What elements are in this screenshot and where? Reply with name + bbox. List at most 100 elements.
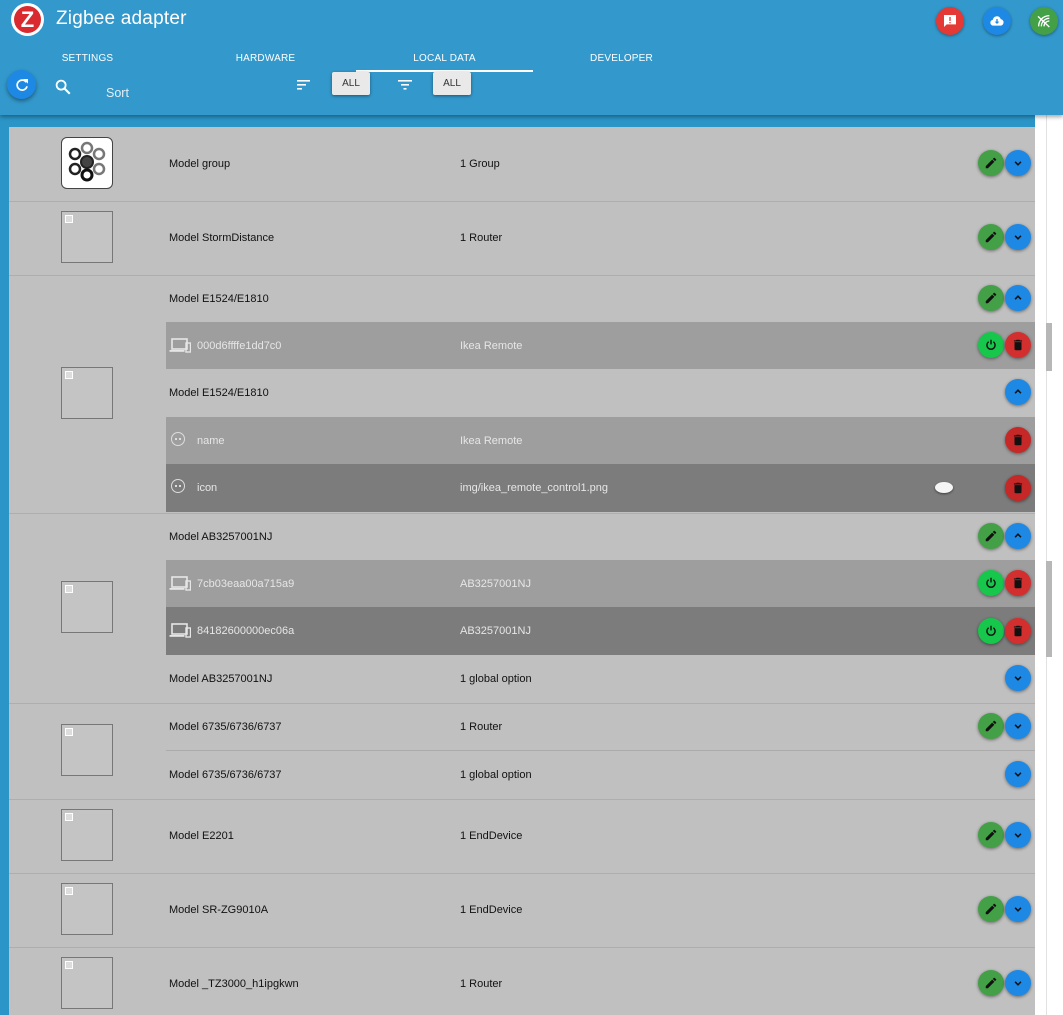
power-button[interactable]	[978, 618, 1004, 644]
devices-icon	[169, 623, 191, 638]
broken-image-icon	[61, 883, 113, 935]
delete-button[interactable]	[1005, 427, 1031, 453]
scrollbar-track[interactable]	[1035, 115, 1063, 1015]
device-row[interactable]: 7cb03eaa00a715a9 AB3257001NJ	[166, 560, 1035, 607]
pencil-icon	[985, 720, 997, 732]
expand-button[interactable]	[1005, 713, 1031, 739]
group-icon	[61, 137, 113, 189]
model-info: 1 Group	[460, 157, 500, 170]
expand-button[interactable]	[1005, 970, 1031, 996]
broken-image-icon	[61, 957, 113, 1009]
edit-button[interactable]	[978, 523, 1004, 549]
filter-list-icon[interactable]	[397, 78, 413, 92]
power-button[interactable]	[978, 570, 1004, 596]
model-info: 1 Router	[460, 977, 503, 990]
chevron-down-icon	[1014, 676, 1022, 681]
model-info: 1 Router	[460, 720, 503, 733]
tab-settings[interactable]: Settings	[61, 52, 114, 64]
pencil-icon	[985, 231, 997, 243]
collapse-button[interactable]	[1005, 285, 1031, 311]
content-area: Model group 1 Group Model StormDistance …	[0, 115, 1063, 1015]
edit-button[interactable]	[978, 713, 1004, 739]
model-name: Model group	[169, 157, 231, 170]
device-info: Ikea Remote	[460, 339, 523, 352]
broken-image-icon	[61, 724, 113, 776]
edit-button[interactable]	[978, 285, 1004, 311]
chevron-down-icon	[1014, 981, 1022, 986]
device-row[interactable]: 000d6ffffe1dd7c0 Ikea Remote	[166, 322, 1035, 369]
device-id: 84182600000ec06a	[197, 625, 295, 637]
delete-button[interactable]	[1005, 475, 1031, 501]
device-info: AB3257001NJ	[460, 625, 531, 637]
option-row[interactable]: icon img/ikea_remote_control1.png	[166, 464, 1035, 512]
pencil-icon	[985, 903, 997, 915]
model-group-row: Model AB3257001NJ 7cb03eaa00a715a9 AB325…	[9, 513, 1035, 704]
model-list: Model group 1 Group Model StormDistance …	[9, 127, 1035, 1015]
option-row[interactable]: name Ikea Remote	[166, 417, 1035, 464]
cloud-download-icon	[990, 16, 1004, 26]
power-icon	[986, 577, 996, 588]
tab-local-data[interactable]: Local Data	[356, 46, 533, 72]
chevron-up-icon	[1014, 533, 1022, 538]
collapse-button[interactable]	[1005, 523, 1031, 549]
signal-strength-icon	[1037, 15, 1050, 28]
filter-chip-all-2[interactable]: ALL	[433, 72, 471, 95]
pencil-icon	[985, 829, 997, 841]
device-row[interactable]: 84182600000ec06a AB3257001NJ	[166, 607, 1035, 655]
model-name: Model StormDistance	[169, 231, 275, 244]
scrollbar-thumb[interactable]	[1046, 561, 1052, 657]
issue-report-button[interactable]	[936, 7, 964, 35]
model-group-row: Model SR-ZG9010A 1 EndDevice	[9, 873, 1035, 948]
chevron-down-icon	[1014, 161, 1022, 166]
filter-chip-all[interactable]: ALL	[332, 72, 370, 95]
tab-developer[interactable]: Developer	[590, 52, 653, 64]
pencil-icon	[985, 530, 997, 542]
option-icon	[171, 479, 185, 493]
edit-button[interactable]	[978, 150, 1004, 176]
model-info: 1 global option	[460, 768, 532, 781]
expand-button[interactable]	[1005, 822, 1031, 848]
edit-button[interactable]	[978, 822, 1004, 848]
option-value: img/ikea_remote_control1.png	[460, 482, 608, 494]
tab-hardware[interactable]: Hardware	[235, 52, 296, 64]
model-name: Model E2201	[169, 829, 234, 842]
devices-icon	[169, 576, 191, 591]
option-value: Ikea Remote	[460, 434, 523, 447]
sort-input[interactable]: Sort	[106, 86, 129, 100]
cloud-download-button[interactable]	[983, 7, 1011, 35]
model-group-row: Model 6735/6736/6737 1 Router Model 6735…	[9, 703, 1035, 800]
chevron-down-icon	[1014, 833, 1022, 838]
refresh-button[interactable]	[7, 70, 36, 99]
device-id: 7cb03eaa00a715a9	[197, 577, 295, 590]
delete-button[interactable]	[1005, 570, 1031, 596]
model-info: 1 global option	[460, 672, 532, 685]
option-key: icon	[197, 482, 218, 494]
expand-button[interactable]	[1005, 665, 1031, 691]
trash-icon	[1013, 339, 1023, 351]
edit-button[interactable]	[978, 896, 1004, 922]
expand-button[interactable]	[1005, 224, 1031, 250]
chevron-down-icon	[1014, 772, 1022, 777]
app-title: Zigbee adapter	[56, 8, 187, 29]
devices-icon	[169, 338, 191, 353]
search-icon[interactable]	[54, 78, 72, 96]
delete-button[interactable]	[1005, 332, 1031, 358]
edit-button[interactable]	[978, 224, 1004, 250]
remote-icon-preview	[935, 482, 953, 493]
scrollbar-thumb[interactable]	[1046, 323, 1052, 371]
option-key: name	[197, 434, 225, 447]
edit-button[interactable]	[978, 970, 1004, 996]
expand-button[interactable]	[1005, 150, 1031, 176]
power-button[interactable]	[978, 332, 1004, 358]
delete-button[interactable]	[1005, 618, 1031, 644]
sort-order-icon[interactable]	[296, 78, 312, 92]
expand-button[interactable]	[1005, 896, 1031, 922]
app-bar: Z Zigbee adapter Settings Hardware Local…	[0, 0, 1063, 115]
expand-button[interactable]	[1005, 761, 1031, 787]
logo-letter: Z	[14, 6, 41, 33]
pencil-icon	[985, 292, 997, 304]
signal-strength-button[interactable]	[1030, 7, 1058, 35]
chevron-down-icon	[1014, 907, 1022, 912]
options-header: Model E1524/E1810	[169, 386, 269, 399]
collapse-button[interactable]	[1005, 379, 1031, 405]
